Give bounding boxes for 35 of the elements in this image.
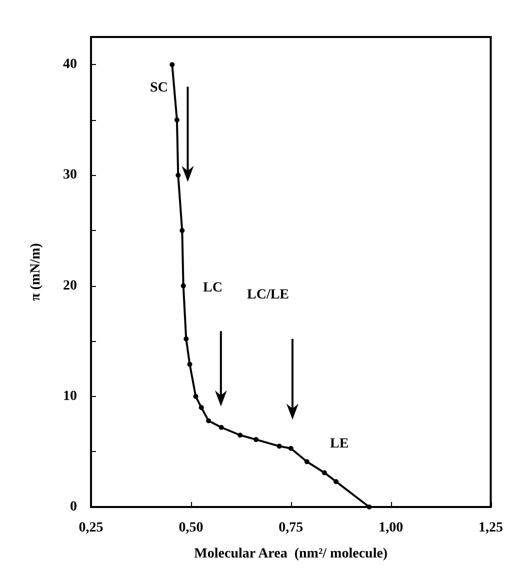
y-tick-label: 0 [70,500,77,514]
y-tick-label: 30 [63,168,77,183]
point [206,418,212,424]
x-tick-label: 1,00 [378,520,404,536]
point [176,172,181,178]
point [174,117,180,122]
point [254,437,259,442]
point [276,444,282,449]
annotation: SC [150,80,168,96]
point [288,446,294,451]
point [322,470,327,476]
point [193,394,198,399]
annotation: LC/LE [247,288,290,302]
x-tick-label: 0,50 [178,520,204,536]
point [218,424,224,430]
y-tick-label: 10 [63,388,77,404]
point [184,336,189,342]
x-axis-title: Molecular Area (nm²/ molecule) [194,546,388,562]
point [238,432,243,438]
point [366,504,372,510]
annotation: LC [203,280,222,296]
point [334,479,339,484]
x-tick-label: 1,25 [478,520,503,536]
point [180,283,186,288]
y-tick-label: 40 [63,57,77,72]
y-axis-title: π (mN/m) [28,242,44,301]
annotation: LE [330,436,349,452]
y-tick-label: 20 [63,278,77,294]
point [170,62,175,68]
x-tick-label: 0,25 [78,520,104,536]
x-tick-label: 0,75 [278,520,304,536]
point [198,404,204,410]
point [304,459,310,464]
point [180,228,185,234]
point [187,362,192,367]
